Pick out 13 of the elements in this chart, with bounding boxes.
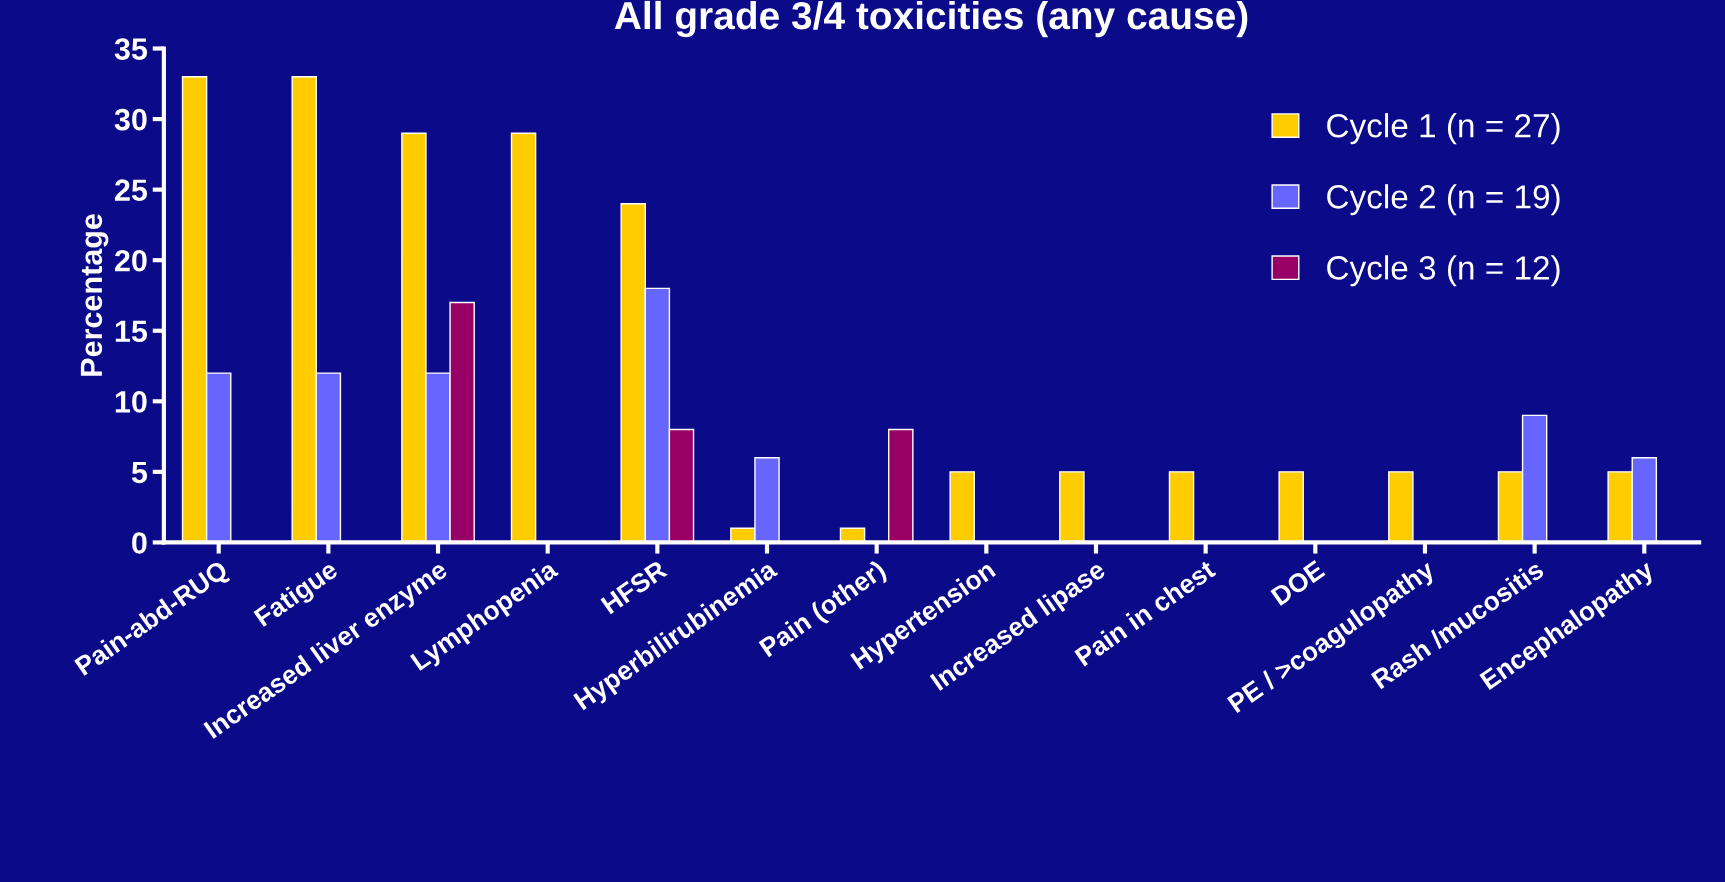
y-axis-title: Percentage [80, 214, 109, 376]
chart-title: All grade 3/4 toxicities (any cause) [614, 0, 1248, 38]
legend-label: Cycle 1 (n = 27) [1327, 113, 1560, 145]
y-tick-label: 25 [114, 179, 148, 201]
legend-label: Cycle 3 (n = 12) [1327, 255, 1560, 287]
legend-label: Cycle 2 (n = 19) [1327, 184, 1560, 216]
y-tick-label: 20 [114, 249, 147, 272]
y-tick-label: 15 [115, 320, 148, 343]
y-tick-label: 35 [114, 38, 148, 60]
y-tick-label: 5 [131, 461, 148, 484]
y-tick-label: 10 [115, 391, 147, 413]
y-tick-label: 30 [114, 108, 147, 131]
y-tick-label: 0 [132, 532, 147, 554]
